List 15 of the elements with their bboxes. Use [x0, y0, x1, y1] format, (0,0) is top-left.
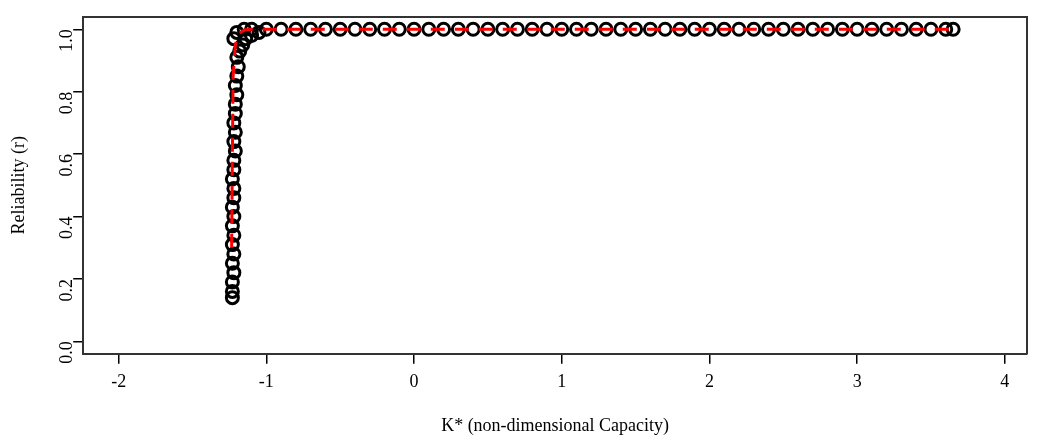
- x-tick-label: 3: [852, 371, 862, 392]
- y-axis-title: Reliability (r): [7, 136, 29, 235]
- y-tick-label: 1.0: [55, 29, 76, 52]
- x-tick-label: 1: [557, 371, 567, 392]
- x-tick-label: 2: [704, 371, 714, 392]
- y-tick-label: 0.2: [55, 278, 76, 302]
- y-tick-label: 0.0: [55, 341, 76, 364]
- x-tick-label: 4: [1000, 371, 1010, 392]
- x-axis-title: K* (non-dimensional Capacity): [441, 414, 670, 436]
- y-tick-label: 0.4: [55, 216, 76, 239]
- x-tick-label: -1: [258, 371, 274, 392]
- x-tick-label: -2: [111, 371, 127, 392]
- y-tick-label: 0.6: [55, 154, 76, 177]
- x-tick-label: 0: [409, 371, 419, 392]
- y-tick-label: 0.8: [55, 91, 76, 115]
